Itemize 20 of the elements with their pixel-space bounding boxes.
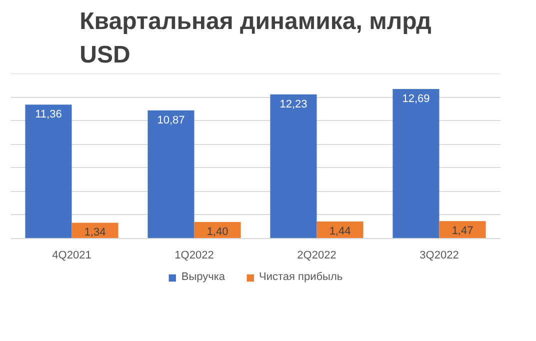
x-tick-label: 3Q2022 [420,250,459,262]
x-tick-label: 2Q2022 [297,250,336,262]
bar [148,110,194,238]
x-tick-label: 1Q2022 [174,250,214,262]
x-tick-label: 4Q2021 [52,250,92,262]
legend-label: Выручка [181,271,226,283]
data-label: 12,23 [280,98,308,110]
data-label: 1,44 [329,226,351,238]
data-label: 1,40 [206,226,228,238]
data-label: 12,69 [402,92,430,105]
data-label: 1,47 [452,225,474,238]
chart-title: Квартальная динамика, млрд USD [80,8,432,68]
bar [25,104,72,238]
bar [439,221,486,238]
bar [270,94,317,238]
data-label: 10,87 [157,114,185,126]
bar [392,88,440,238]
legend-label: Чистая прибыль [259,271,343,283]
data-label: 1,34 [84,226,106,239]
data-label: 11,36 [35,108,62,121]
